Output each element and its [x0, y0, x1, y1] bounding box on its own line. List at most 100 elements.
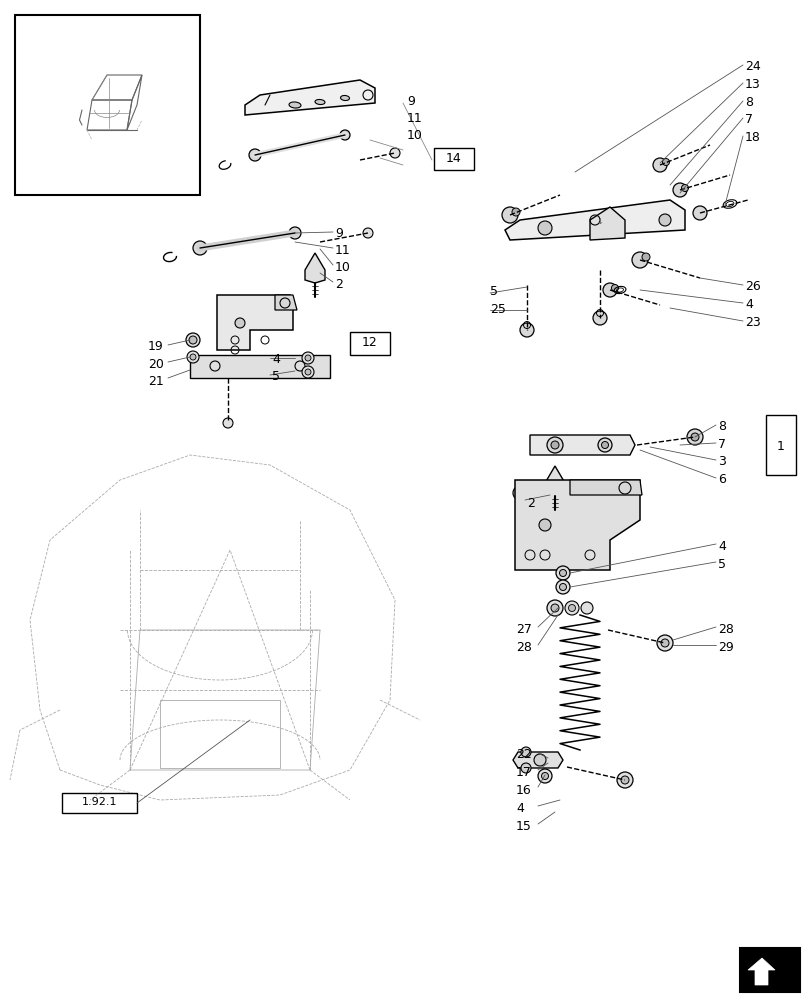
Text: 13: 13 — [744, 78, 760, 91]
Circle shape — [662, 159, 669, 166]
Text: 24: 24 — [744, 60, 760, 73]
Bar — [350, 332, 389, 355]
Circle shape — [530, 488, 539, 498]
Text: 12: 12 — [362, 336, 377, 349]
Circle shape — [656, 635, 672, 651]
Polygon shape — [275, 295, 297, 310]
Text: 9: 9 — [406, 95, 414, 108]
Circle shape — [690, 433, 698, 441]
Polygon shape — [569, 480, 642, 495]
Circle shape — [534, 754, 545, 766]
Text: 4: 4 — [272, 353, 280, 366]
Text: 5: 5 — [272, 370, 280, 383]
Circle shape — [186, 333, 200, 347]
Circle shape — [516, 489, 523, 496]
Circle shape — [680, 185, 688, 192]
Polygon shape — [504, 200, 684, 240]
Circle shape — [551, 604, 558, 612]
Circle shape — [512, 208, 519, 216]
Circle shape — [660, 639, 668, 647]
Circle shape — [568, 604, 575, 611]
Circle shape — [692, 206, 706, 220]
Circle shape — [538, 221, 551, 235]
Circle shape — [187, 351, 199, 363]
Circle shape — [190, 354, 195, 360]
Circle shape — [559, 584, 566, 590]
Circle shape — [519, 323, 534, 337]
Circle shape — [513, 486, 526, 500]
Circle shape — [340, 130, 350, 140]
Circle shape — [289, 227, 301, 239]
Text: 4: 4 — [717, 540, 725, 553]
Text: 25: 25 — [489, 303, 505, 316]
Circle shape — [611, 284, 618, 292]
Circle shape — [539, 519, 551, 531]
Circle shape — [659, 214, 670, 226]
Circle shape — [551, 441, 558, 449]
Circle shape — [556, 580, 569, 594]
Circle shape — [564, 601, 578, 615]
Circle shape — [223, 418, 233, 428]
Polygon shape — [544, 466, 564, 496]
Text: ↓: ↓ — [596, 217, 603, 226]
Polygon shape — [514, 480, 639, 570]
Circle shape — [302, 352, 314, 364]
Circle shape — [559, 570, 566, 576]
Circle shape — [620, 776, 629, 784]
Ellipse shape — [315, 99, 324, 105]
Bar — [15, 15, 200, 195]
Text: 20: 20 — [148, 358, 164, 371]
Text: 7: 7 — [744, 113, 752, 126]
Text: 27: 27 — [515, 623, 531, 636]
Text: 5: 5 — [717, 558, 725, 571]
Text: 16: 16 — [515, 784, 531, 797]
Circle shape — [652, 158, 666, 172]
Circle shape — [603, 283, 616, 297]
Bar — [740, 949, 798, 991]
Text: 14: 14 — [445, 152, 461, 165]
Text: 3: 3 — [717, 455, 725, 468]
Circle shape — [538, 769, 551, 783]
Circle shape — [305, 355, 311, 361]
Text: 10: 10 — [406, 129, 423, 142]
Circle shape — [389, 148, 400, 158]
Circle shape — [249, 149, 260, 161]
Circle shape — [616, 772, 633, 788]
Text: 5: 5 — [489, 285, 497, 298]
Ellipse shape — [289, 102, 301, 108]
Polygon shape — [513, 752, 562, 768]
Bar — [765, 415, 795, 475]
Circle shape — [642, 253, 649, 261]
Text: 8: 8 — [717, 420, 725, 433]
Text: 17: 17 — [515, 766, 531, 779]
Bar — [739, 948, 799, 992]
Text: 22: 22 — [515, 748, 531, 761]
Polygon shape — [530, 435, 634, 455]
Bar — [433, 148, 474, 170]
Text: 28: 28 — [515, 641, 531, 654]
Circle shape — [189, 336, 197, 344]
Text: 10: 10 — [335, 261, 350, 274]
Circle shape — [547, 600, 562, 616]
Circle shape — [686, 429, 702, 445]
Circle shape — [556, 566, 569, 580]
Polygon shape — [217, 295, 293, 350]
Text: 7: 7 — [717, 438, 725, 451]
Circle shape — [532, 490, 537, 495]
Text: 19: 19 — [148, 340, 164, 353]
Text: 4: 4 — [744, 298, 752, 311]
Ellipse shape — [340, 95, 349, 101]
Bar — [62, 793, 137, 813]
Text: 29: 29 — [717, 641, 733, 654]
Circle shape — [631, 252, 647, 268]
Polygon shape — [590, 207, 624, 240]
Polygon shape — [245, 80, 375, 115]
Circle shape — [305, 369, 311, 375]
Circle shape — [592, 311, 607, 325]
Circle shape — [547, 437, 562, 453]
Text: 2: 2 — [526, 497, 534, 510]
Text: 6: 6 — [717, 473, 725, 486]
Text: 1: 1 — [776, 440, 784, 453]
Circle shape — [193, 241, 207, 255]
Circle shape — [521, 747, 530, 757]
